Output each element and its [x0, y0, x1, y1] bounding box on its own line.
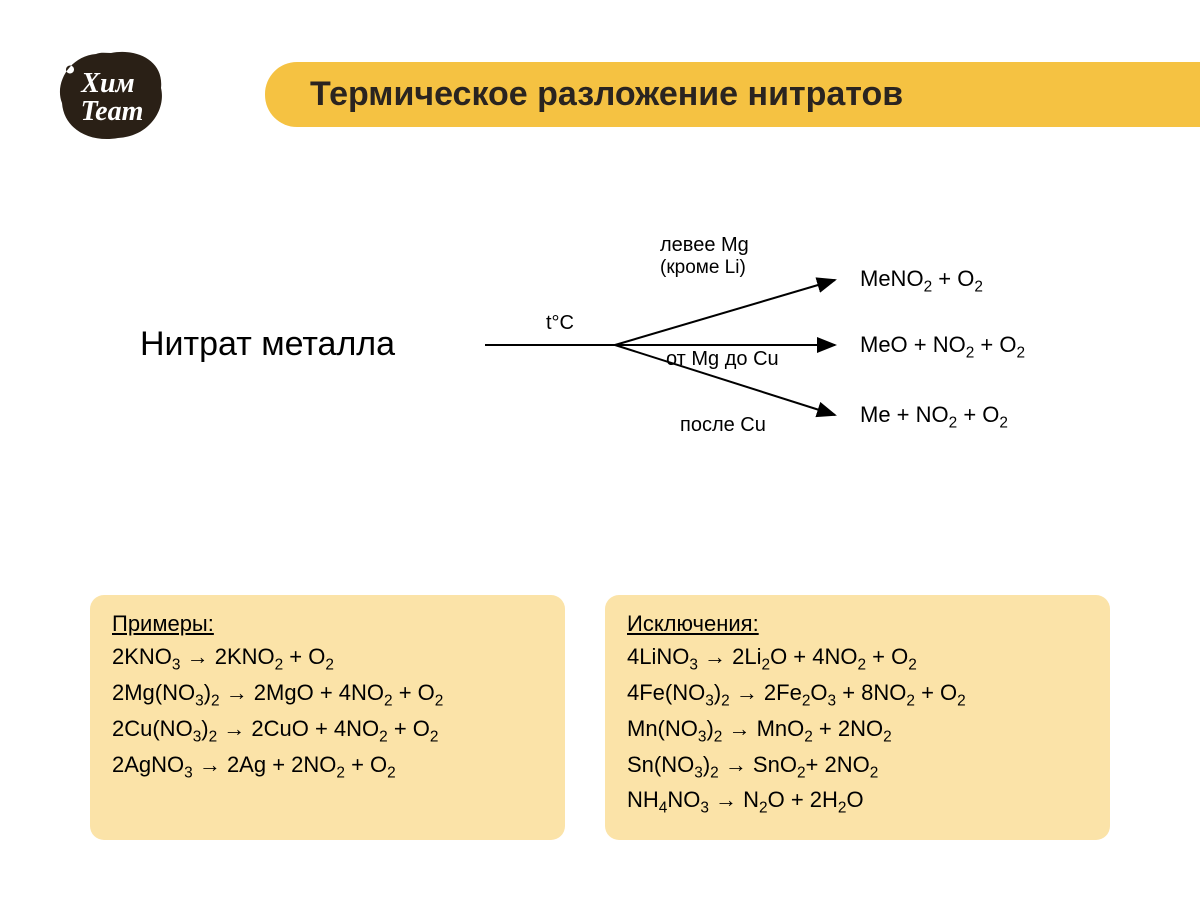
exception-line: 4LiNO3 → 2Li2O + 4NO2 + O2 [627, 641, 1088, 677]
example-line: 2Cu(NO3)2 → 2CuO + 4NO2 + O2 [112, 713, 543, 749]
exception-line: NH4NO3 → N2O + 2H2O [627, 784, 1088, 820]
branch-1-line2: (кроме Li) [660, 257, 749, 279]
exception-line: 4Fe(NO3)2 → 2Fe2O3 + 8NO2 + O2 [627, 677, 1088, 713]
logo: Хим Team [56, 48, 166, 143]
exceptions-box: Исключения: 4LiNO3 → 2Li2O + 4NO2 + O2 4… [605, 595, 1110, 840]
examples-box: Примеры: 2KNO3 → 2KNO2 + O2 2Mg(NO3)2 → … [90, 595, 565, 840]
branch-2-result: MeO + NO2 + O2 [860, 332, 1025, 362]
bottom-boxes: Примеры: 2KNO3 → 2KNO2 + O2 2Mg(NO3)2 → … [0, 595, 1200, 840]
examples-title: Примеры: [112, 611, 543, 637]
branch-2-condition: от Mg до Cu [666, 348, 779, 371]
branch-1-condition: левее Mg (кроме Li) [660, 234, 749, 279]
logo-text-bottom: Team [81, 96, 144, 127]
exception-line: Sn(NO3)2 → SnO2+ 2NO2 [627, 749, 1088, 785]
reaction-diagram: Нитрат металла t°C левее Mg (кроме Li) о… [140, 240, 1100, 470]
title-bar: Термическое разложение нитратов [265, 62, 1200, 127]
exception-line: Mn(NO3)2 → MnO2 + 2NO2 [627, 713, 1088, 749]
page-title: Термическое разложение нитратов [310, 75, 903, 114]
branch-1-result: MeNO2 + O2 [860, 266, 983, 296]
example-line: 2KNO3 → 2KNO2 + O2 [112, 641, 543, 677]
branch-2-line1: от Mg до Cu [666, 348, 779, 371]
example-line: 2Mg(NO3)2 → 2MgO + 4NO2 + O2 [112, 677, 543, 713]
logo-text-top: Хим [80, 68, 134, 99]
example-line: 2AgNO3 → 2Ag + 2NO2 + O2 [112, 749, 543, 785]
branch-1-line1: левее Mg [660, 234, 749, 257]
branch-3-condition: после Cu [680, 414, 766, 437]
branch-3-result: Me + NO2 + O2 [860, 402, 1008, 432]
exceptions-title: Исключения: [627, 611, 1088, 637]
branch-3-line1: после Cu [680, 414, 766, 437]
